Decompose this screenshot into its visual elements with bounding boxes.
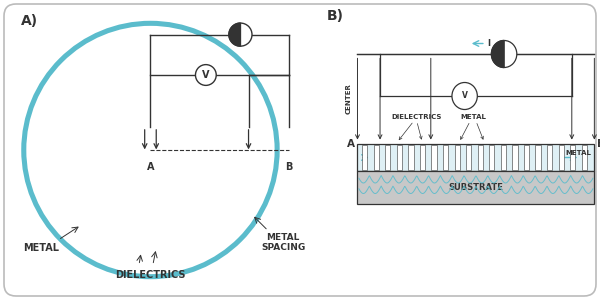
Circle shape	[452, 82, 478, 109]
Bar	[397, 145, 402, 170]
Bar	[358, 171, 595, 204]
Text: DIELECTRICS: DIELECTRICS	[115, 270, 186, 280]
Circle shape	[31, 30, 271, 270]
Bar	[362, 145, 367, 170]
Circle shape	[82, 81, 219, 219]
Circle shape	[95, 94, 206, 206]
Bar	[478, 145, 483, 170]
Circle shape	[21, 21, 280, 279]
Text: A): A)	[21, 14, 38, 28]
Bar	[570, 145, 575, 170]
Bar	[524, 145, 529, 170]
Bar	[420, 145, 425, 170]
Circle shape	[119, 118, 182, 182]
Text: V: V	[462, 92, 467, 100]
Bar	[547, 145, 552, 170]
Bar	[489, 145, 494, 170]
Bar	[512, 145, 518, 170]
Text: METAL: METAL	[23, 243, 59, 253]
Polygon shape	[491, 40, 504, 68]
Text: A: A	[147, 161, 154, 172]
Bar	[374, 145, 379, 170]
Circle shape	[45, 44, 256, 256]
Text: METAL: METAL	[566, 150, 592, 156]
Text: I: I	[487, 39, 490, 48]
Circle shape	[73, 72, 229, 228]
Circle shape	[137, 136, 164, 164]
Circle shape	[123, 122, 178, 178]
Circle shape	[145, 144, 156, 156]
Text: CENTER: CENTER	[346, 84, 352, 114]
Circle shape	[86, 85, 215, 214]
Bar	[443, 145, 448, 170]
Circle shape	[196, 64, 216, 86]
Text: B: B	[285, 161, 293, 172]
Bar	[358, 144, 595, 171]
Text: METAL: METAL	[460, 114, 486, 120]
Circle shape	[91, 91, 210, 209]
Circle shape	[113, 113, 187, 187]
Circle shape	[40, 39, 261, 261]
Circle shape	[49, 49, 252, 251]
Circle shape	[100, 100, 201, 200]
Text: V: V	[202, 70, 209, 80]
Text: DIELECTRICS: DIELECTRICS	[392, 114, 442, 120]
Circle shape	[128, 128, 173, 172]
FancyBboxPatch shape	[4, 4, 596, 296]
Circle shape	[77, 76, 224, 224]
Bar	[559, 145, 564, 170]
Circle shape	[104, 104, 197, 196]
Bar	[409, 145, 413, 170]
Circle shape	[26, 26, 275, 274]
Circle shape	[67, 67, 233, 233]
Bar	[385, 145, 391, 170]
Text: SUBSTRATE: SUBSTRATE	[448, 183, 503, 192]
Bar	[501, 145, 506, 170]
Bar	[466, 145, 471, 170]
Text: B: B	[597, 139, 600, 149]
Circle shape	[132, 131, 169, 169]
Bar	[581, 145, 587, 170]
Circle shape	[58, 58, 243, 242]
Text: B): B)	[326, 9, 343, 23]
Polygon shape	[229, 23, 241, 46]
Circle shape	[54, 53, 247, 247]
Circle shape	[63, 63, 238, 237]
Bar	[535, 145, 541, 170]
Bar	[431, 145, 437, 170]
Circle shape	[35, 35, 265, 265]
Circle shape	[229, 23, 252, 46]
Bar	[455, 145, 460, 170]
Circle shape	[146, 146, 155, 154]
Circle shape	[141, 141, 160, 159]
Text: METAL
SPACING: METAL SPACING	[261, 232, 305, 252]
Text: A: A	[347, 139, 355, 149]
Circle shape	[109, 109, 191, 191]
Circle shape	[491, 40, 517, 68]
